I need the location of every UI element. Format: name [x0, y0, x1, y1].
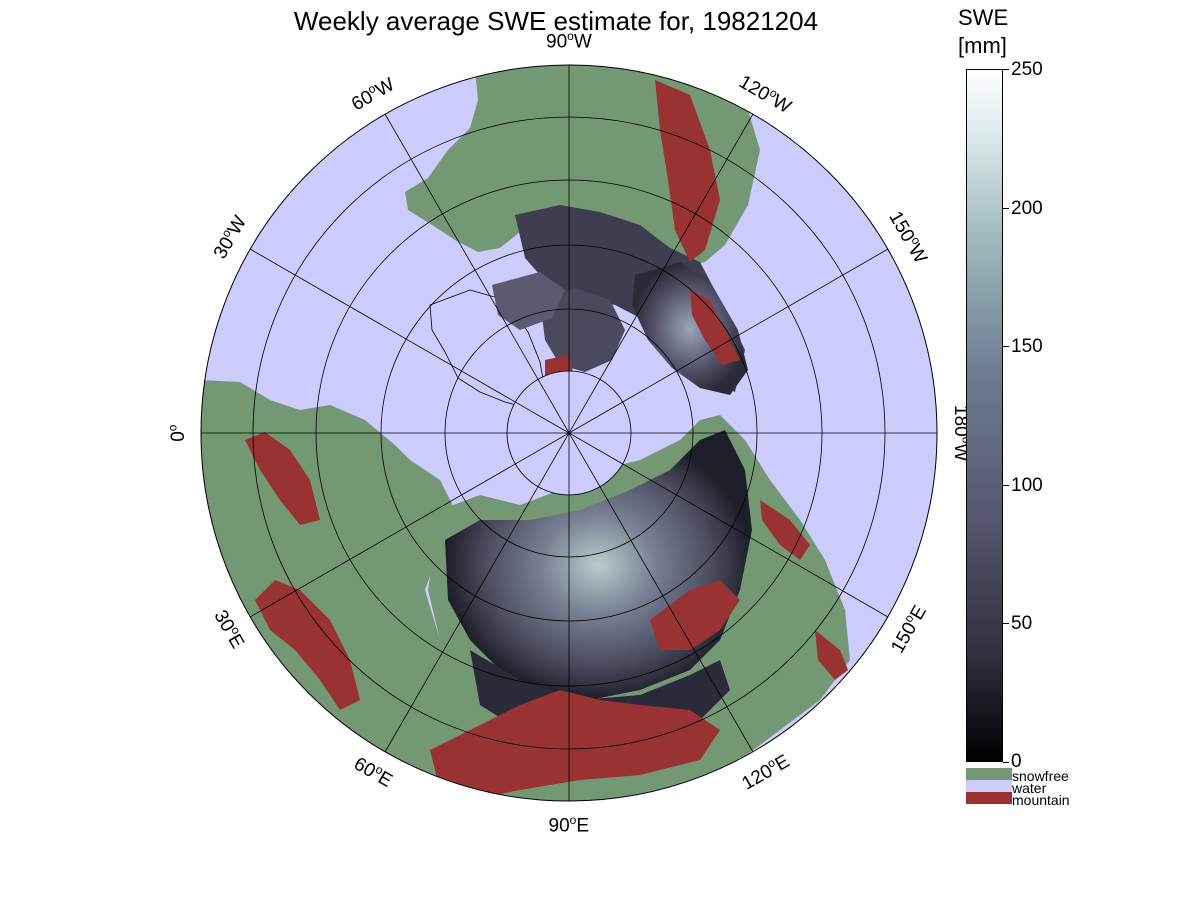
land-baffin [492, 272, 565, 330]
longitude-label-value: 0 [167, 431, 189, 442]
colorbar-tick-mark [1003, 484, 1009, 486]
land-alaska [632, 262, 748, 395]
colorbar-tick-label: 200 [1011, 197, 1043, 219]
colorbar-title-unit: [mm] [958, 33, 1007, 58]
longitude-label: 0o [164, 424, 189, 442]
colorbar-tick-mark [1003, 762, 1009, 763]
colorbar-tick-label: 250 [1011, 59, 1043, 80]
mountain-himalaya [430, 690, 720, 800]
colorbar-tick-mark [1003, 207, 1009, 209]
graticule [201, 65, 937, 801]
longitude-label-value: 90 [548, 815, 570, 837]
land-scandinavia [340, 450, 450, 510]
colorbar-tick-label: 0 [1011, 751, 1022, 772]
map-title: Weekly average SWE estimate for, 1982120… [293, 6, 819, 36]
colorbar-category-swatch [966, 780, 1012, 792]
colorbar-tick-label: 50 [1011, 613, 1033, 635]
colorbar-title: SWE [mm] [958, 4, 1008, 60]
longitude-label-hemisphere: E [576, 815, 590, 837]
colorbar-category-label: mountain [1012, 792, 1070, 808]
map-border [200, 64, 938, 802]
mountain-rockies [655, 80, 720, 262]
colorbar-category-swatch [966, 792, 1012, 804]
longitude-label: 90oW [546, 29, 592, 53]
mountain-kamchatka [760, 500, 810, 560]
mountain-japan [815, 630, 848, 680]
longitude-label: 90oE [548, 813, 590, 837]
colorbar-tick-label: 150 [1011, 336, 1043, 358]
colorbar [966, 69, 1003, 762]
colorbar-tick-mark [1003, 623, 1009, 625]
colorbar-tick-mark [1003, 69, 1009, 70]
mountain-alaska [690, 290, 740, 365]
colorbar-category-label: water [1012, 780, 1047, 796]
colorbar-category-swatch [966, 768, 1012, 780]
mountain-alps [255, 580, 360, 710]
mountain-scandes [245, 432, 320, 525]
colorbar-title-quantity: SWE [958, 5, 1009, 30]
colorbar-tick-label: 100 [1011, 474, 1043, 496]
mountain-east-siberia [650, 580, 740, 650]
colorbar-category-label: snowfree [1012, 768, 1069, 784]
longitude-label-hemisphere: W [573, 31, 592, 53]
colorbar-tick-mark [1003, 346, 1009, 348]
longitude-label-value: 90 [546, 31, 568, 53]
